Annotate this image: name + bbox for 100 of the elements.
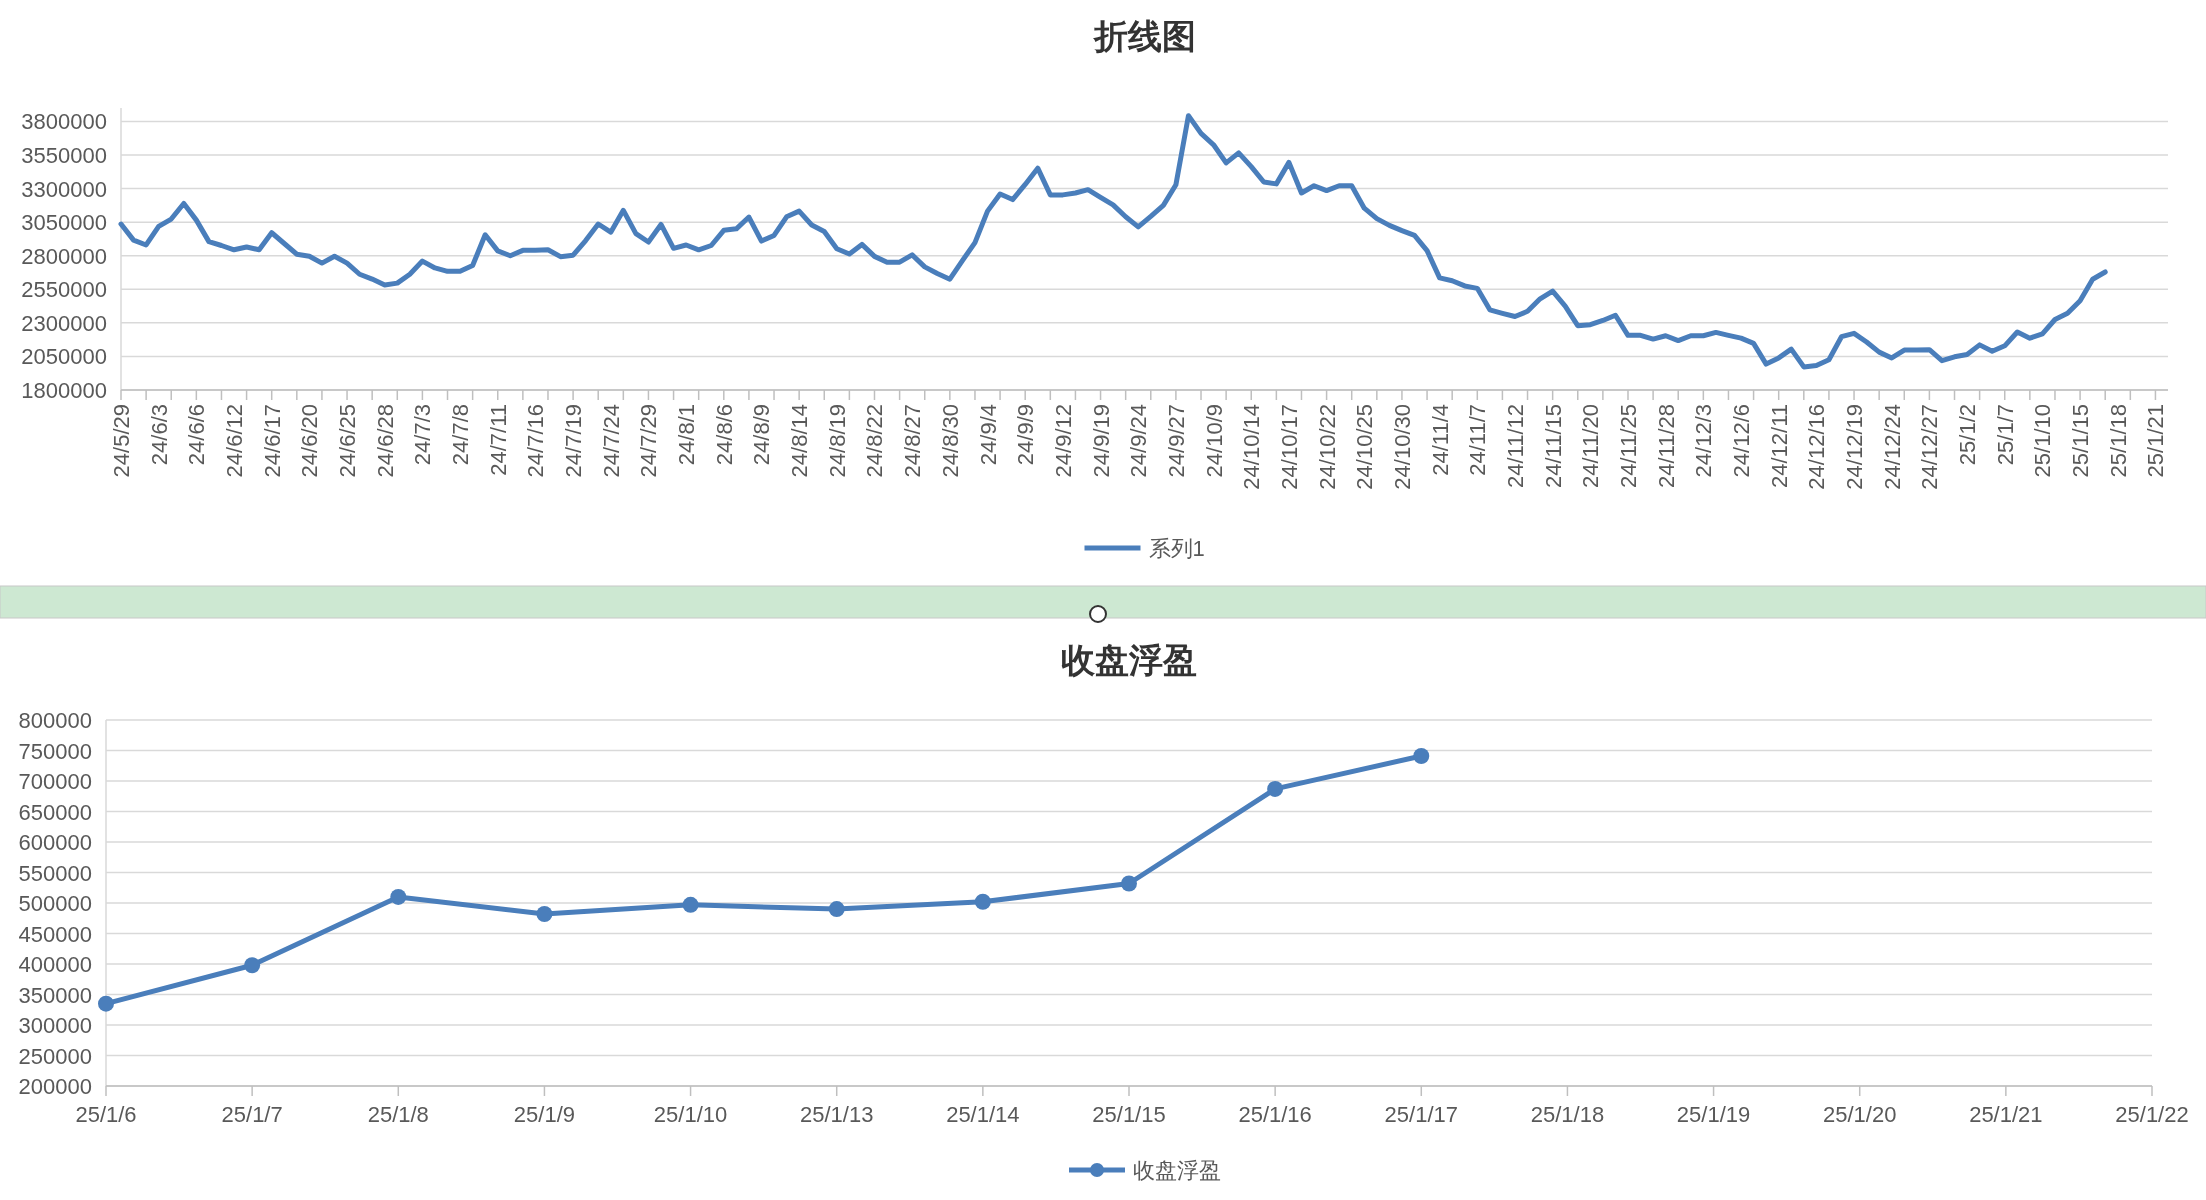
x-tick-label: 25/1/7 [221,1102,283,1127]
x-tick-label: 24/11/25 [1615,404,1641,489]
x-tick-label: 24/6/6 [184,404,210,466]
point [828,901,845,918]
point [974,893,991,910]
x-tick-label: 25/1/21 [2143,404,2169,478]
x-tick-label: 24/8/1 [674,404,700,466]
x-tick-label: 24/9/4 [975,404,1001,466]
x-tick-label: 24/7/19 [561,404,587,478]
x-tick-label: 24/8/22 [862,404,888,478]
point [390,888,407,905]
x-tick-label: 25/1/14 [946,1102,1020,1127]
x-tick-label: 24/11/7 [1465,404,1491,476]
x-tick-label: 24/12/3 [1691,404,1717,478]
x-tick-label: 25/1/18 [1530,1102,1605,1127]
y-tick-label: 2050000 [21,344,107,370]
x-tick-label: 24/11/12 [1502,404,1528,489]
x-tick-label: 24/10/25 [1352,404,1378,490]
legend-label: 收盘浮盈 [1133,1158,1221,1183]
x-tick-label: 24/9/9 [1013,404,1039,466]
x-tick-label: 24/7/16 [523,404,549,478]
y-tick-label: 200000 [18,1074,92,1099]
y-tick-label: 3800000 [21,109,107,135]
x-tick-label: 24/10/22 [1314,404,1340,490]
x-tick-label: 24/8/14 [787,404,813,478]
x-tick-label: 25/1/6 [75,1102,137,1127]
x-tick-label: 24/6/25 [335,404,361,478]
y-tick-label: 1800000 [21,378,107,403]
y-tick-label: 400000 [18,952,92,977]
x-tick-label: 24/7/3 [410,404,436,466]
x-tick-label: 25/1/20 [1823,1102,1897,1127]
y-tick-label: 450000 [18,921,92,947]
x-tick-label: 24/12/16 [1804,404,1830,490]
x-tick-label: 25/1/8 [367,1102,429,1127]
x-tick-label: 24/10/14 [1239,404,1265,490]
x-tick-label: 24/8/30 [937,404,963,478]
point [1121,875,1137,892]
x-tick-label: 24/7/29 [636,404,662,478]
x-tick-label: 24/6/17 [259,404,285,478]
point [1267,780,1284,797]
x-tick-label: 24/11/28 [1653,404,1679,489]
x-tick-label: 24/9/24 [1126,404,1152,478]
x-tick-label: 24/12/6 [1729,404,1755,478]
x-tick-label: 24/8/6 [711,404,737,466]
x-tick-label: 24/7/24 [598,404,624,478]
x-tick-label: 24/9/27 [1163,404,1189,478]
y-tick-label: 600000 [18,830,92,855]
x-tick-label: 25/1/13 [800,1102,874,1127]
x-tick-label: 25/1/15 [2068,404,2094,478]
x-tick-label: 24/8/19 [824,404,850,478]
y-tick-label: 3550000 [21,143,107,168]
x-tick-label: 25/1/2 [1955,404,1981,466]
y-tick-label: 800000 [18,708,92,733]
x-tick-label: 25/1/15 [1092,1102,1166,1127]
x-tick-label: 25/1/10 [2030,404,2056,478]
x-tick-label: 24/12/24 [1879,404,1905,490]
x-tick-label: 24/6/12 [222,404,248,478]
x-tick-label: 24/12/19 [1842,404,1868,490]
x-tick-label: 24/6/28 [372,404,398,478]
y-tick-label: 500000 [18,891,92,916]
x-tick-label: 24/10/30 [1389,404,1415,490]
x-tick-label: 24/9/12 [1050,404,1076,478]
x-tick-label: 24/12/11 [1766,404,1792,489]
point [1413,747,1430,764]
x-tick-label: 24/6/20 [297,404,323,478]
y-tick-label: 550000 [18,860,92,886]
x-tick-label: 24/11/4 [1427,404,1453,476]
x-tick-label: 25/1/9 [513,1102,576,1127]
y-tick-label: 2800000 [21,243,107,269]
x-tick-label: 24/6/3 [146,404,172,466]
x-tick-label: 24/9/19 [1088,404,1114,478]
x-tick-label: 24/12/27 [1917,404,1943,490]
x-tick-label: 24/10/17 [1276,404,1302,490]
point [98,995,114,1012]
y-tick-label: 250000 [18,1043,92,1069]
x-tick-label: 25/1/10 [653,1102,728,1127]
x-tick-label: 24/7/11 [485,404,511,476]
x-tick-label: 25/1/16 [1238,1102,1312,1127]
x-tick-label: 24/8/9 [749,404,775,466]
legend-label: 系列1 [1148,536,1205,561]
chart-title: 收盘浮盈 [1061,641,1197,679]
y-tick-label: 350000 [18,982,92,1008]
point [682,896,699,913]
y-tick-label: 300000 [18,1013,92,1038]
y-tick-label: 750000 [18,738,92,764]
y-tick-label: 3050000 [21,210,107,236]
y-tick-label: 2550000 [21,277,107,303]
y-tick-label: 700000 [18,769,92,794]
x-tick-label: 24/11/20 [1578,404,1604,489]
x-tick-label: 25/1/18 [2105,404,2131,478]
x-tick-label: 24/5/29 [109,404,134,478]
chart-title: 折线图 [1091,17,1196,55]
x-tick-label: 24/10/9 [1201,404,1227,478]
y-tick-label: 3300000 [21,176,107,202]
point [244,957,261,974]
x-tick-label: 25/1/22 [2115,1102,2189,1127]
x-tick-label: 25/1/17 [1384,1102,1458,1127]
x-tick-label: 24/7/8 [448,404,474,466]
x-tick-label: 24/8/27 [900,404,926,478]
y-tick-label: 650000 [18,799,92,825]
